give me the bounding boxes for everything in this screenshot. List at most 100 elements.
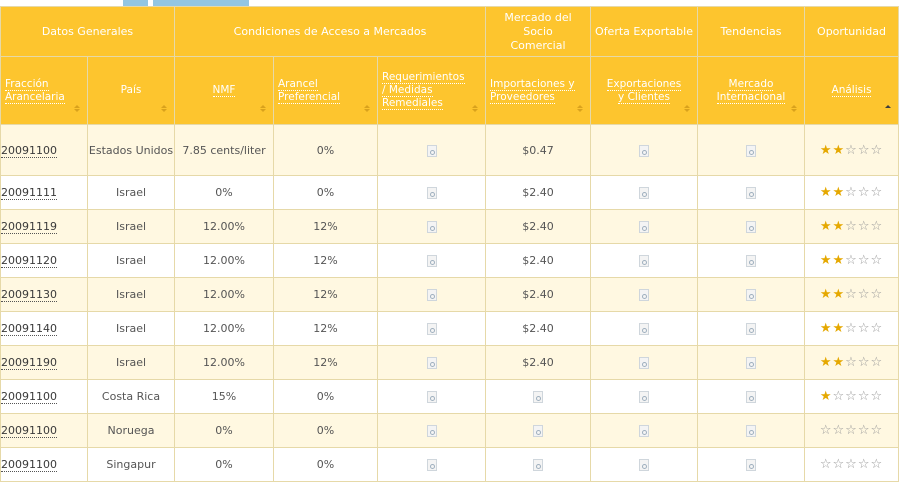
requerimientos-cell[interactable] [377, 175, 486, 210]
fraccion-link[interactable]: 20091130 [0, 277, 88, 312]
mercado-internacional-cell[interactable] [697, 379, 805, 414]
rating-cell[interactable]: ★★☆☆☆ [804, 311, 899, 346]
star-icon[interactable]: ☆ [857, 219, 871, 234]
star-icon[interactable]: ☆ [819, 423, 833, 438]
star-icon[interactable]: ★ [819, 321, 833, 336]
star-icon[interactable]: ☆ [857, 253, 871, 268]
column-header-fraccion[interactable]: Fracción Arancelaria [0, 56, 88, 125]
star-rating[interactable]: ★★☆☆☆ [820, 355, 883, 370]
star-icon[interactable]: ☆ [870, 457, 884, 472]
rating-cell[interactable]: ☆☆☆☆☆ [804, 413, 899, 448]
column-header-exportaciones[interactable]: Exportaciones y Clientes [590, 56, 698, 125]
star-icon[interactable]: ☆ [857, 389, 871, 404]
sort-icon[interactable] [577, 105, 583, 112]
star-icon[interactable]: ☆ [845, 142, 858, 158]
document-icon[interactable] [533, 391, 543, 403]
star-icon[interactable]: ★ [819, 253, 833, 268]
document-icon[interactable] [426, 425, 437, 437]
exportaciones-cell[interactable] [590, 447, 698, 482]
fraccion-link[interactable]: 20091100 [0, 379, 88, 414]
star-rating[interactable]: ★★☆☆☆ [820, 253, 883, 268]
fraccion-link[interactable]: 20091119 [0, 209, 88, 244]
star-icon[interactable]: ☆ [845, 423, 858, 438]
star-icon[interactable]: ☆ [870, 287, 884, 302]
document-icon[interactable] [639, 425, 649, 437]
document-icon[interactable] [639, 144, 649, 157]
star-icon[interactable]: ☆ [870, 185, 884, 200]
importaciones-cell[interactable] [485, 379, 591, 414]
star-icon[interactable]: ★ [832, 185, 846, 200]
fraccion-link[interactable]: 20091111 [0, 175, 88, 210]
star-icon[interactable]: ☆ [845, 287, 858, 302]
fraccion-link[interactable]: 20091190 [0, 345, 88, 380]
sort-icon[interactable] [364, 105, 370, 112]
rating-cell[interactable]: ★★☆☆☆ [804, 175, 899, 210]
document-icon[interactable] [426, 323, 437, 335]
document-icon[interactable] [533, 425, 543, 437]
importaciones-cell[interactable]: $2.40 [485, 345, 591, 380]
mercado-internacional-cell[interactable] [697, 277, 805, 312]
exportaciones-cell[interactable] [590, 209, 698, 244]
importaciones-cell[interactable]: $0.47 [485, 124, 591, 176]
rating-cell[interactable]: ★★☆☆☆ [804, 277, 899, 312]
star-icon[interactable]: ★ [832, 253, 846, 268]
exportaciones-cell[interactable] [590, 277, 698, 312]
star-icon[interactable]: ☆ [845, 185, 858, 200]
star-rating[interactable]: ★★☆☆☆ [820, 143, 883, 158]
column-header-arancel[interactable]: Arancel Preferencial [273, 56, 378, 125]
star-icon[interactable]: ☆ [832, 389, 846, 404]
sort-icon[interactable] [684, 105, 690, 112]
star-icon[interactable]: ☆ [832, 457, 846, 472]
star-icon[interactable]: ☆ [845, 355, 858, 370]
document-icon[interactable] [426, 187, 437, 199]
sort-icon[interactable] [885, 105, 891, 112]
mercado-internacional-cell[interactable] [697, 345, 805, 380]
star-icon[interactable]: ★ [819, 287, 833, 302]
importaciones-cell[interactable] [485, 413, 591, 448]
importaciones-cell[interactable]: $2.40 [485, 175, 591, 210]
star-icon[interactable]: ☆ [857, 457, 871, 472]
mercado-internacional-cell[interactable] [697, 209, 805, 244]
rating-cell[interactable]: ★★☆☆☆ [804, 209, 899, 244]
importaciones-cell[interactable]: $2.40 [485, 277, 591, 312]
star-rating[interactable]: ★★☆☆☆ [820, 219, 883, 234]
requerimientos-cell[interactable] [377, 345, 486, 380]
mercado-internacional-cell[interactable] [697, 124, 805, 176]
star-icon[interactable]: ★ [832, 219, 846, 234]
star-icon[interactable]: ☆ [870, 321, 884, 336]
star-icon[interactable]: ★ [819, 389, 833, 404]
star-icon[interactable]: ★ [819, 185, 833, 200]
fraccion-link[interactable]: 20091100 [0, 413, 88, 448]
document-icon[interactable] [746, 144, 756, 157]
star-icon[interactable]: ☆ [845, 253, 858, 268]
document-icon[interactable] [426, 255, 437, 267]
rating-cell[interactable]: ☆☆☆☆☆ [804, 447, 899, 482]
star-icon[interactable]: ☆ [832, 423, 846, 438]
rating-cell[interactable]: ★★☆☆☆ [804, 243, 899, 278]
top-button-2[interactable] [153, 0, 249, 6]
requerimientos-cell[interactable] [377, 311, 486, 346]
star-icon[interactable]: ☆ [857, 355, 871, 370]
star-icon[interactable]: ☆ [870, 355, 884, 370]
document-icon[interactable] [533, 459, 543, 471]
exportaciones-cell[interactable] [590, 311, 698, 346]
document-icon[interactable] [426, 357, 437, 369]
star-icon[interactable]: ☆ [870, 253, 884, 268]
column-header-requerimientos[interactable]: Requerimientos / Medidas Remediales [377, 56, 486, 125]
star-icon[interactable]: ☆ [819, 457, 833, 472]
column-header-nmf[interactable]: NMF [174, 56, 274, 125]
document-icon[interactable] [639, 221, 649, 233]
fraccion-link[interactable]: 20091100 [0, 124, 88, 176]
requerimientos-cell[interactable] [377, 277, 486, 312]
star-icon[interactable]: ☆ [857, 142, 871, 158]
requerimientos-cell[interactable] [377, 124, 486, 176]
sort-icon[interactable] [74, 105, 80, 112]
star-icon[interactable]: ★ [832, 287, 846, 302]
document-icon[interactable] [639, 289, 649, 301]
column-header-importaciones[interactable]: Importaciones y Proveedores [485, 56, 591, 125]
star-icon[interactable]: ☆ [845, 219, 858, 234]
star-icon[interactable]: ★ [832, 321, 846, 336]
column-header-pais[interactable]: País [87, 56, 175, 125]
star-icon[interactable]: ★ [819, 355, 833, 370]
importaciones-cell[interactable]: $2.40 [485, 243, 591, 278]
